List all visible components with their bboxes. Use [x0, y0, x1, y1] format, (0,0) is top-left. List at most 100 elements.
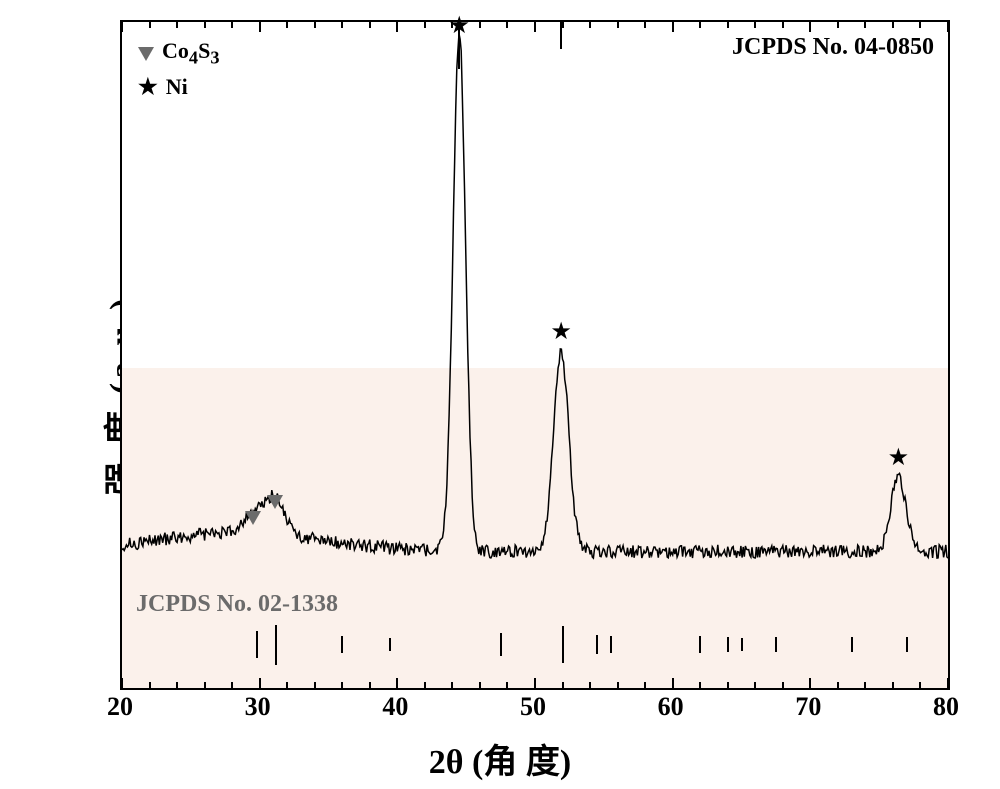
tick-minor: [176, 682, 178, 688]
tick-minor: [341, 682, 343, 688]
reference-line: [851, 637, 853, 652]
tick-minor: [562, 682, 564, 688]
tick-minor: [424, 22, 426, 28]
tick-minor: [864, 682, 866, 688]
tick-minor: [204, 682, 206, 688]
tick-major: [534, 22, 536, 32]
reference-line: [741, 638, 743, 651]
x-tick-label: 40: [370, 692, 420, 722]
tick-minor: [892, 22, 894, 28]
tick-major: [259, 678, 261, 688]
tick-minor: [782, 682, 784, 688]
tick-major: [809, 678, 811, 688]
tick-major: [947, 678, 949, 688]
tick-minor: [479, 682, 481, 688]
tick-minor: [782, 22, 784, 28]
x-tick-label: 30: [233, 692, 283, 722]
plot-area: Co4S3★Ni JCPDS No. 04-0850 JCPDS No. 02-…: [120, 20, 950, 690]
tick-minor: [754, 682, 756, 688]
tick-minor: [919, 682, 921, 688]
tick-major: [672, 22, 674, 32]
tick-minor: [149, 682, 151, 688]
reference-line: [500, 633, 502, 656]
tick-major: [121, 22, 123, 32]
tick-minor: [617, 682, 619, 688]
tick-minor: [286, 682, 288, 688]
tick-minor: [589, 682, 591, 688]
reference-line: [610, 636, 612, 653]
legend-label: Ni: [166, 72, 188, 102]
reference-line: [596, 635, 598, 654]
legend-item: ★ Ni: [138, 72, 219, 102]
reference-line: [275, 625, 277, 665]
tick-minor: [176, 22, 178, 28]
reference-line: [560, 22, 562, 49]
tick-major: [396, 22, 398, 32]
tick-minor: [699, 682, 701, 688]
reference-line: [775, 637, 777, 652]
tick-minor: [506, 22, 508, 28]
reference-line: [562, 626, 564, 663]
tick-major: [259, 22, 261, 32]
peak-marker-triangle: [267, 495, 283, 509]
tick-minor: [919, 22, 921, 28]
tick-minor: [314, 682, 316, 688]
tick-major: [396, 678, 398, 688]
peak-marker-star: ★: [550, 317, 572, 346]
legend: Co4S3★ Ni: [138, 36, 219, 102]
peak-marker-star: ★: [888, 443, 910, 472]
tick-minor: [727, 22, 729, 28]
reference-line: [699, 636, 701, 653]
triangle-icon: [138, 47, 154, 61]
tick-minor: [892, 682, 894, 688]
xrd-spectrum: [122, 22, 948, 688]
tick-minor: [369, 22, 371, 28]
reference-line: [727, 637, 729, 652]
reference-line: [458, 22, 460, 69]
tick-minor: [699, 22, 701, 28]
reference-top-label: JCPDS No. 04-0850: [732, 34, 934, 61]
x-axis-label: 2θ (角 度): [429, 734, 571, 783]
figure: 强 度 (a.u.) Co4S3★Ni JCPDS No. 04-0850 JC…: [0, 0, 1000, 789]
tick-minor: [617, 22, 619, 28]
tick-minor: [589, 22, 591, 28]
x-tick-label: 20: [95, 692, 145, 722]
tick-minor: [424, 682, 426, 688]
tick-minor: [837, 682, 839, 688]
tick-major: [809, 22, 811, 32]
tick-major: [534, 678, 536, 688]
tick-minor: [644, 682, 646, 688]
reference-line: [389, 638, 391, 651]
legend-item: Co4S3: [138, 36, 219, 72]
tick-minor: [314, 22, 316, 28]
tick-minor: [149, 22, 151, 28]
x-tick-label: 60: [646, 692, 696, 722]
x-tick-label: 80: [921, 692, 971, 722]
tick-minor: [864, 22, 866, 28]
tick-minor: [204, 22, 206, 28]
tick-minor: [754, 22, 756, 28]
tick-minor: [451, 682, 453, 688]
tick-minor: [506, 682, 508, 688]
reference-line: [906, 637, 908, 652]
tick-minor: [369, 682, 371, 688]
star-icon: ★: [138, 72, 158, 102]
tick-minor: [341, 22, 343, 28]
tick-minor: [231, 22, 233, 28]
tick-major: [947, 22, 949, 32]
tick-minor: [644, 22, 646, 28]
tick-minor: [479, 22, 481, 28]
spectrum-line: [122, 34, 948, 558]
tick-major: [672, 678, 674, 688]
x-tick-label: 70: [783, 692, 833, 722]
tick-minor: [286, 22, 288, 28]
reference-line: [341, 636, 343, 653]
x-tick-label: 50: [508, 692, 558, 722]
tick-minor: [231, 682, 233, 688]
legend-label: Co4S3: [162, 36, 219, 72]
reference-line: [256, 631, 258, 658]
peak-marker-triangle: [245, 511, 261, 525]
tick-minor: [727, 682, 729, 688]
tick-minor: [837, 22, 839, 28]
tick-major: [121, 678, 123, 688]
